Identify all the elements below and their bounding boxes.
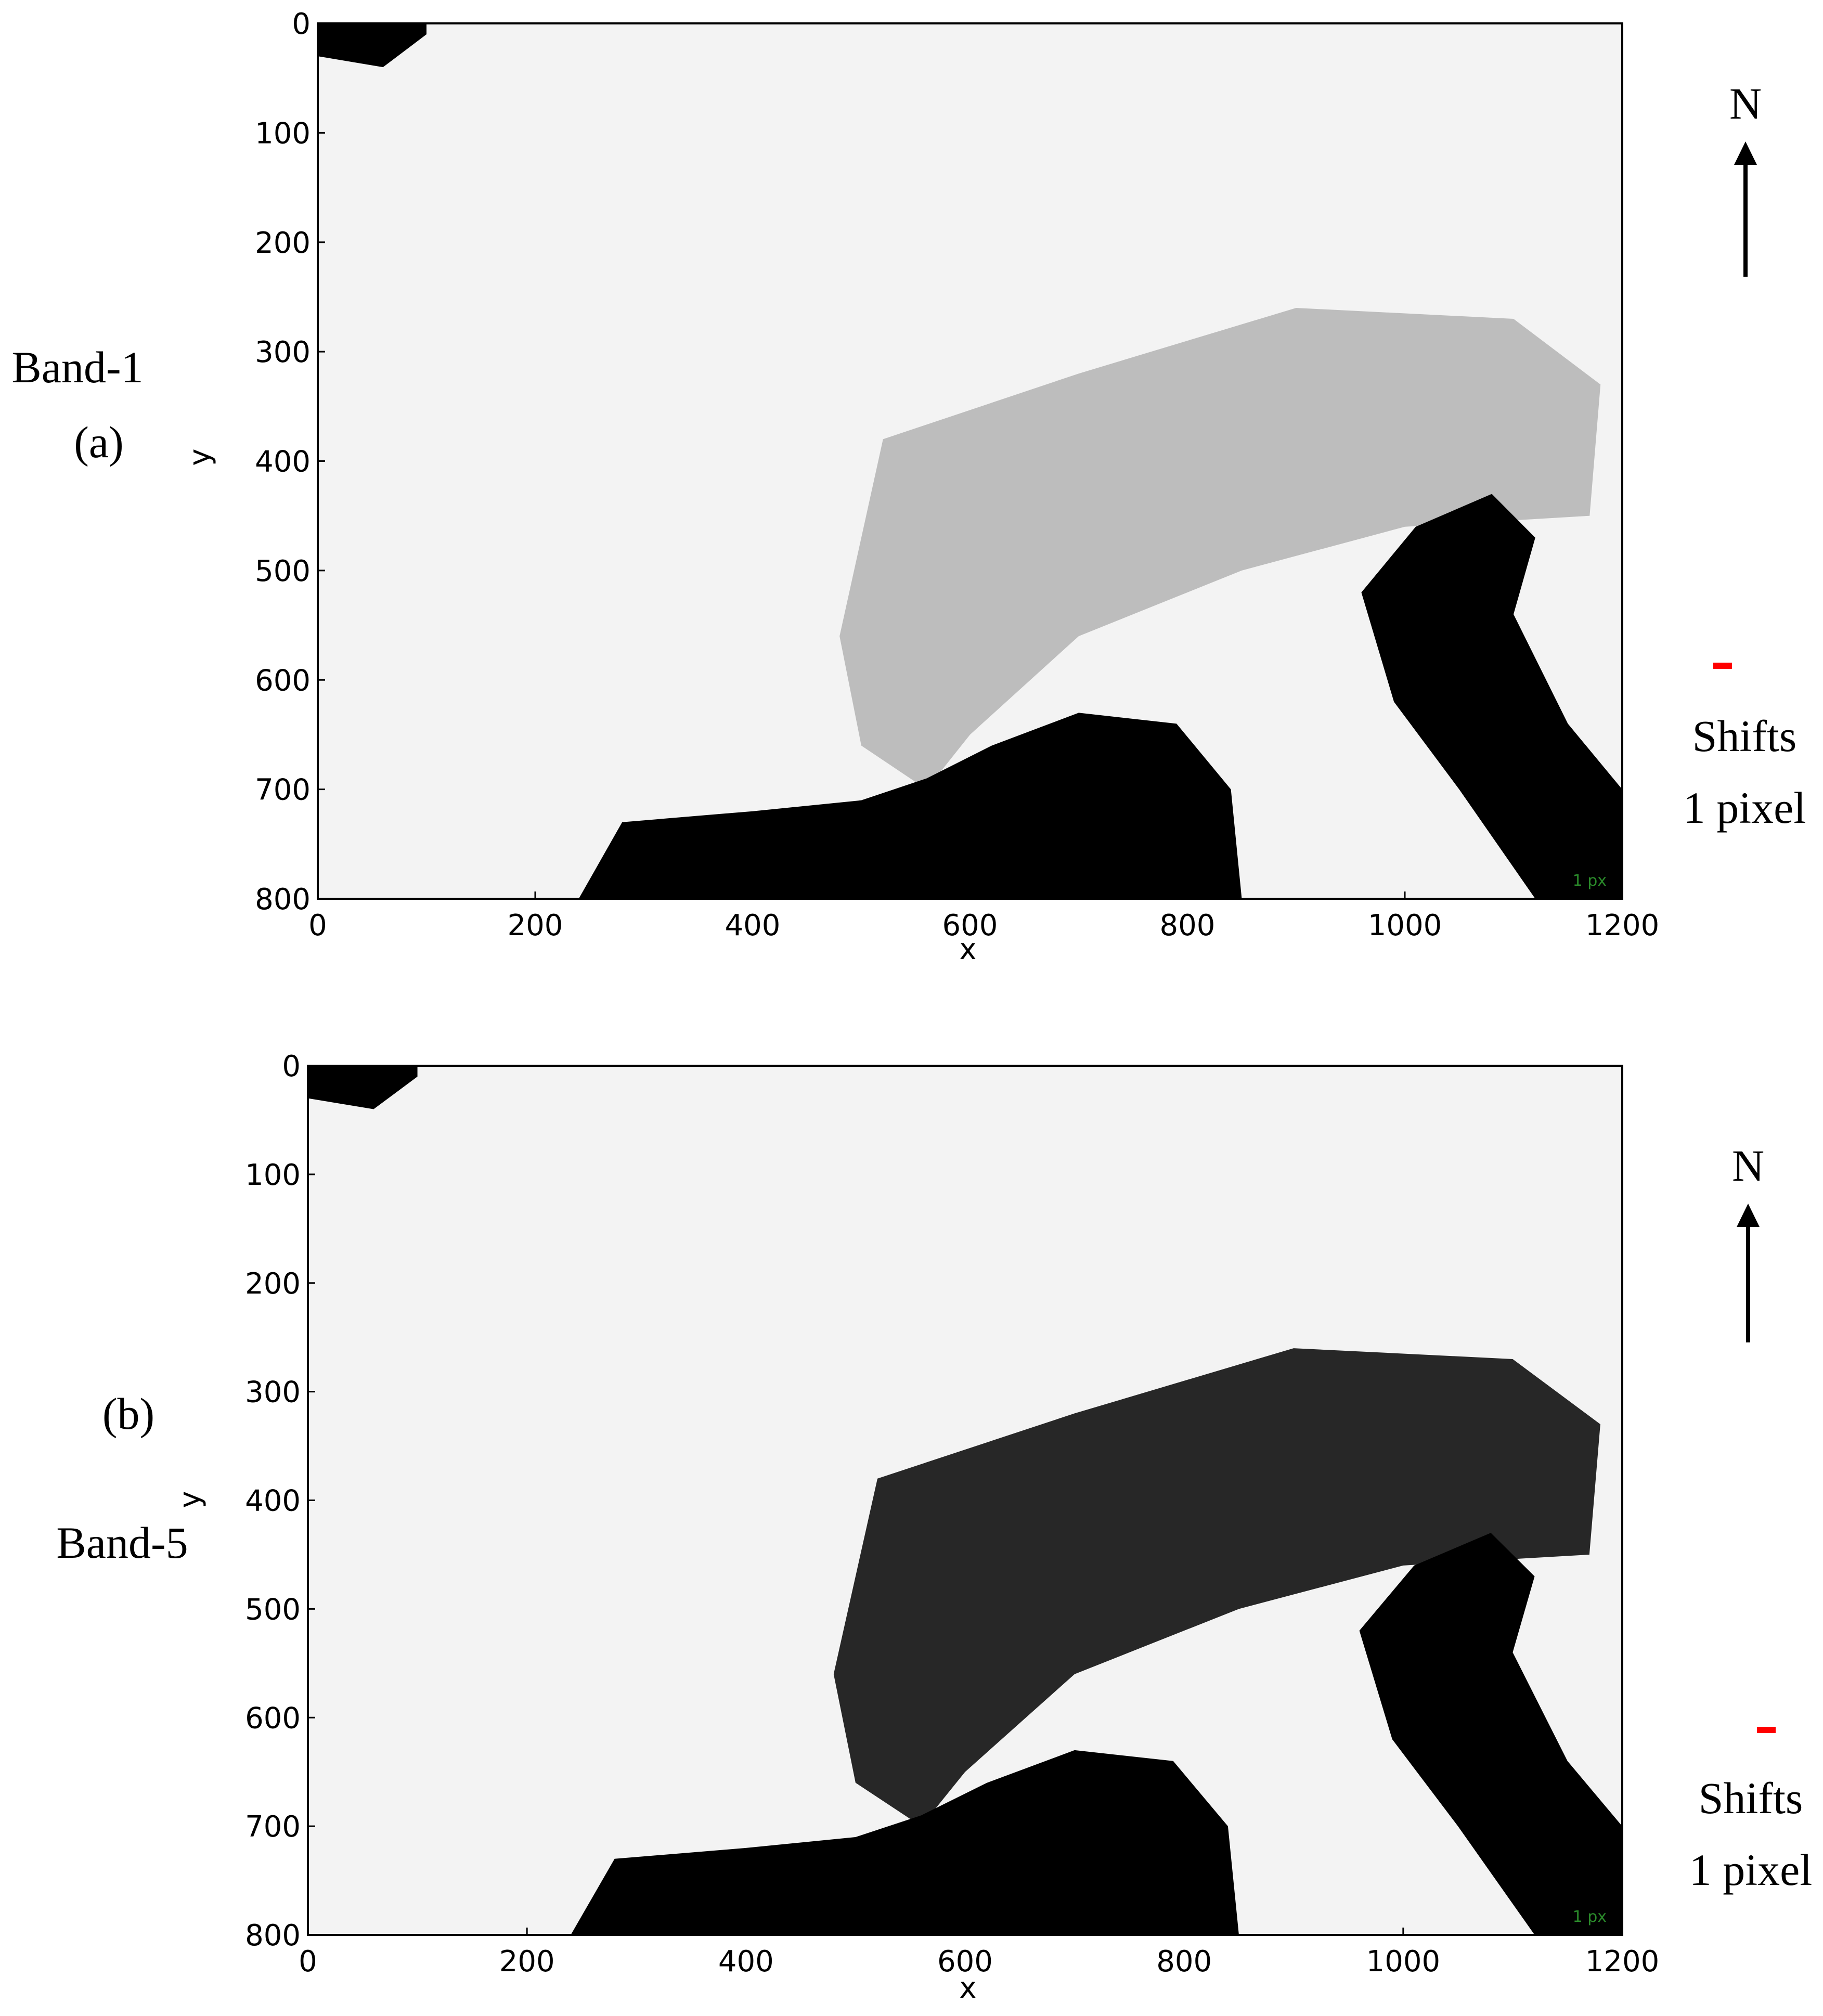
y-tick-label: 200 xyxy=(245,1267,301,1301)
y-tick-label: 0 xyxy=(292,7,311,41)
north-arrowhead xyxy=(1734,141,1757,165)
y-tick-label: 600 xyxy=(255,664,311,697)
sea xyxy=(1361,494,1622,899)
y-tick-label: 600 xyxy=(245,1701,301,1735)
x-tick-label: 600 xyxy=(942,909,998,942)
band-label: Band-1 xyxy=(11,342,143,392)
x-tick-label: 0 xyxy=(299,1945,317,1979)
x-tick-label: 800 xyxy=(1156,1945,1212,1979)
x-tick-label: 1000 xyxy=(1366,1945,1441,1979)
x-tick-label: 400 xyxy=(725,909,781,942)
legend-text: Shifts xyxy=(1699,1773,1803,1823)
sea xyxy=(308,1066,418,1109)
north-label: N xyxy=(1729,79,1762,128)
y-tick-label: 400 xyxy=(245,1484,301,1518)
panel-label: (b) xyxy=(102,1389,154,1439)
y-tick-label: 800 xyxy=(255,883,311,916)
y-tick-label: 0 xyxy=(282,1050,301,1083)
y-tick-label: 200 xyxy=(255,226,311,260)
mountains xyxy=(833,1348,1600,1827)
y-axis-label: y xyxy=(173,1491,207,1508)
scale-label: 1 px xyxy=(1573,1908,1607,1926)
x-tick-label: 400 xyxy=(718,1945,774,1979)
y-tick-label: 300 xyxy=(245,1376,301,1410)
x-tick-label: 1200 xyxy=(1585,909,1660,942)
legend-swatch xyxy=(1713,663,1732,669)
band-label: Band-5 xyxy=(56,1518,188,1568)
y-axis-label: y xyxy=(183,448,217,466)
sea xyxy=(1359,1533,1622,1935)
x-tick-label: 0 xyxy=(308,909,327,942)
sea xyxy=(571,1750,1239,1935)
x-tick-label: 200 xyxy=(499,1945,555,1979)
legend-text: Shifts xyxy=(1692,711,1797,761)
y-tick-label: 500 xyxy=(255,554,311,588)
y-tick-label: 500 xyxy=(245,1593,301,1626)
x-tick-label: 600 xyxy=(937,1945,993,1979)
y-tick-label: 100 xyxy=(255,117,311,150)
north-arrowhead xyxy=(1737,1204,1760,1227)
x-tick-label: 1200 xyxy=(1585,1945,1660,1979)
sea xyxy=(318,23,426,68)
x-axis-label: x xyxy=(959,1971,976,2005)
sea xyxy=(578,713,1242,899)
legend-text: 1 pixel xyxy=(1689,1845,1812,1895)
legend-text: 1 pixel xyxy=(1683,783,1806,833)
x-axis-label: x xyxy=(959,933,976,966)
y-tick-label: 100 xyxy=(245,1158,301,1192)
legend-swatch xyxy=(1757,1727,1776,1733)
x-tick-label: 200 xyxy=(508,909,563,942)
panel-label: (a) xyxy=(74,417,123,467)
north-label: N xyxy=(1732,1141,1764,1191)
mountains xyxy=(839,307,1601,790)
y-tick-label: 700 xyxy=(255,773,311,807)
y-tick-label: 400 xyxy=(255,445,311,479)
y-tick-label: 300 xyxy=(255,335,311,369)
x-tick-label: 1000 xyxy=(1368,909,1442,942)
y-tick-label: 800 xyxy=(245,1919,301,1953)
scale-label: 1 px xyxy=(1573,872,1607,890)
y-tick-label: 700 xyxy=(245,1810,301,1844)
x-tick-label: 800 xyxy=(1160,909,1216,942)
